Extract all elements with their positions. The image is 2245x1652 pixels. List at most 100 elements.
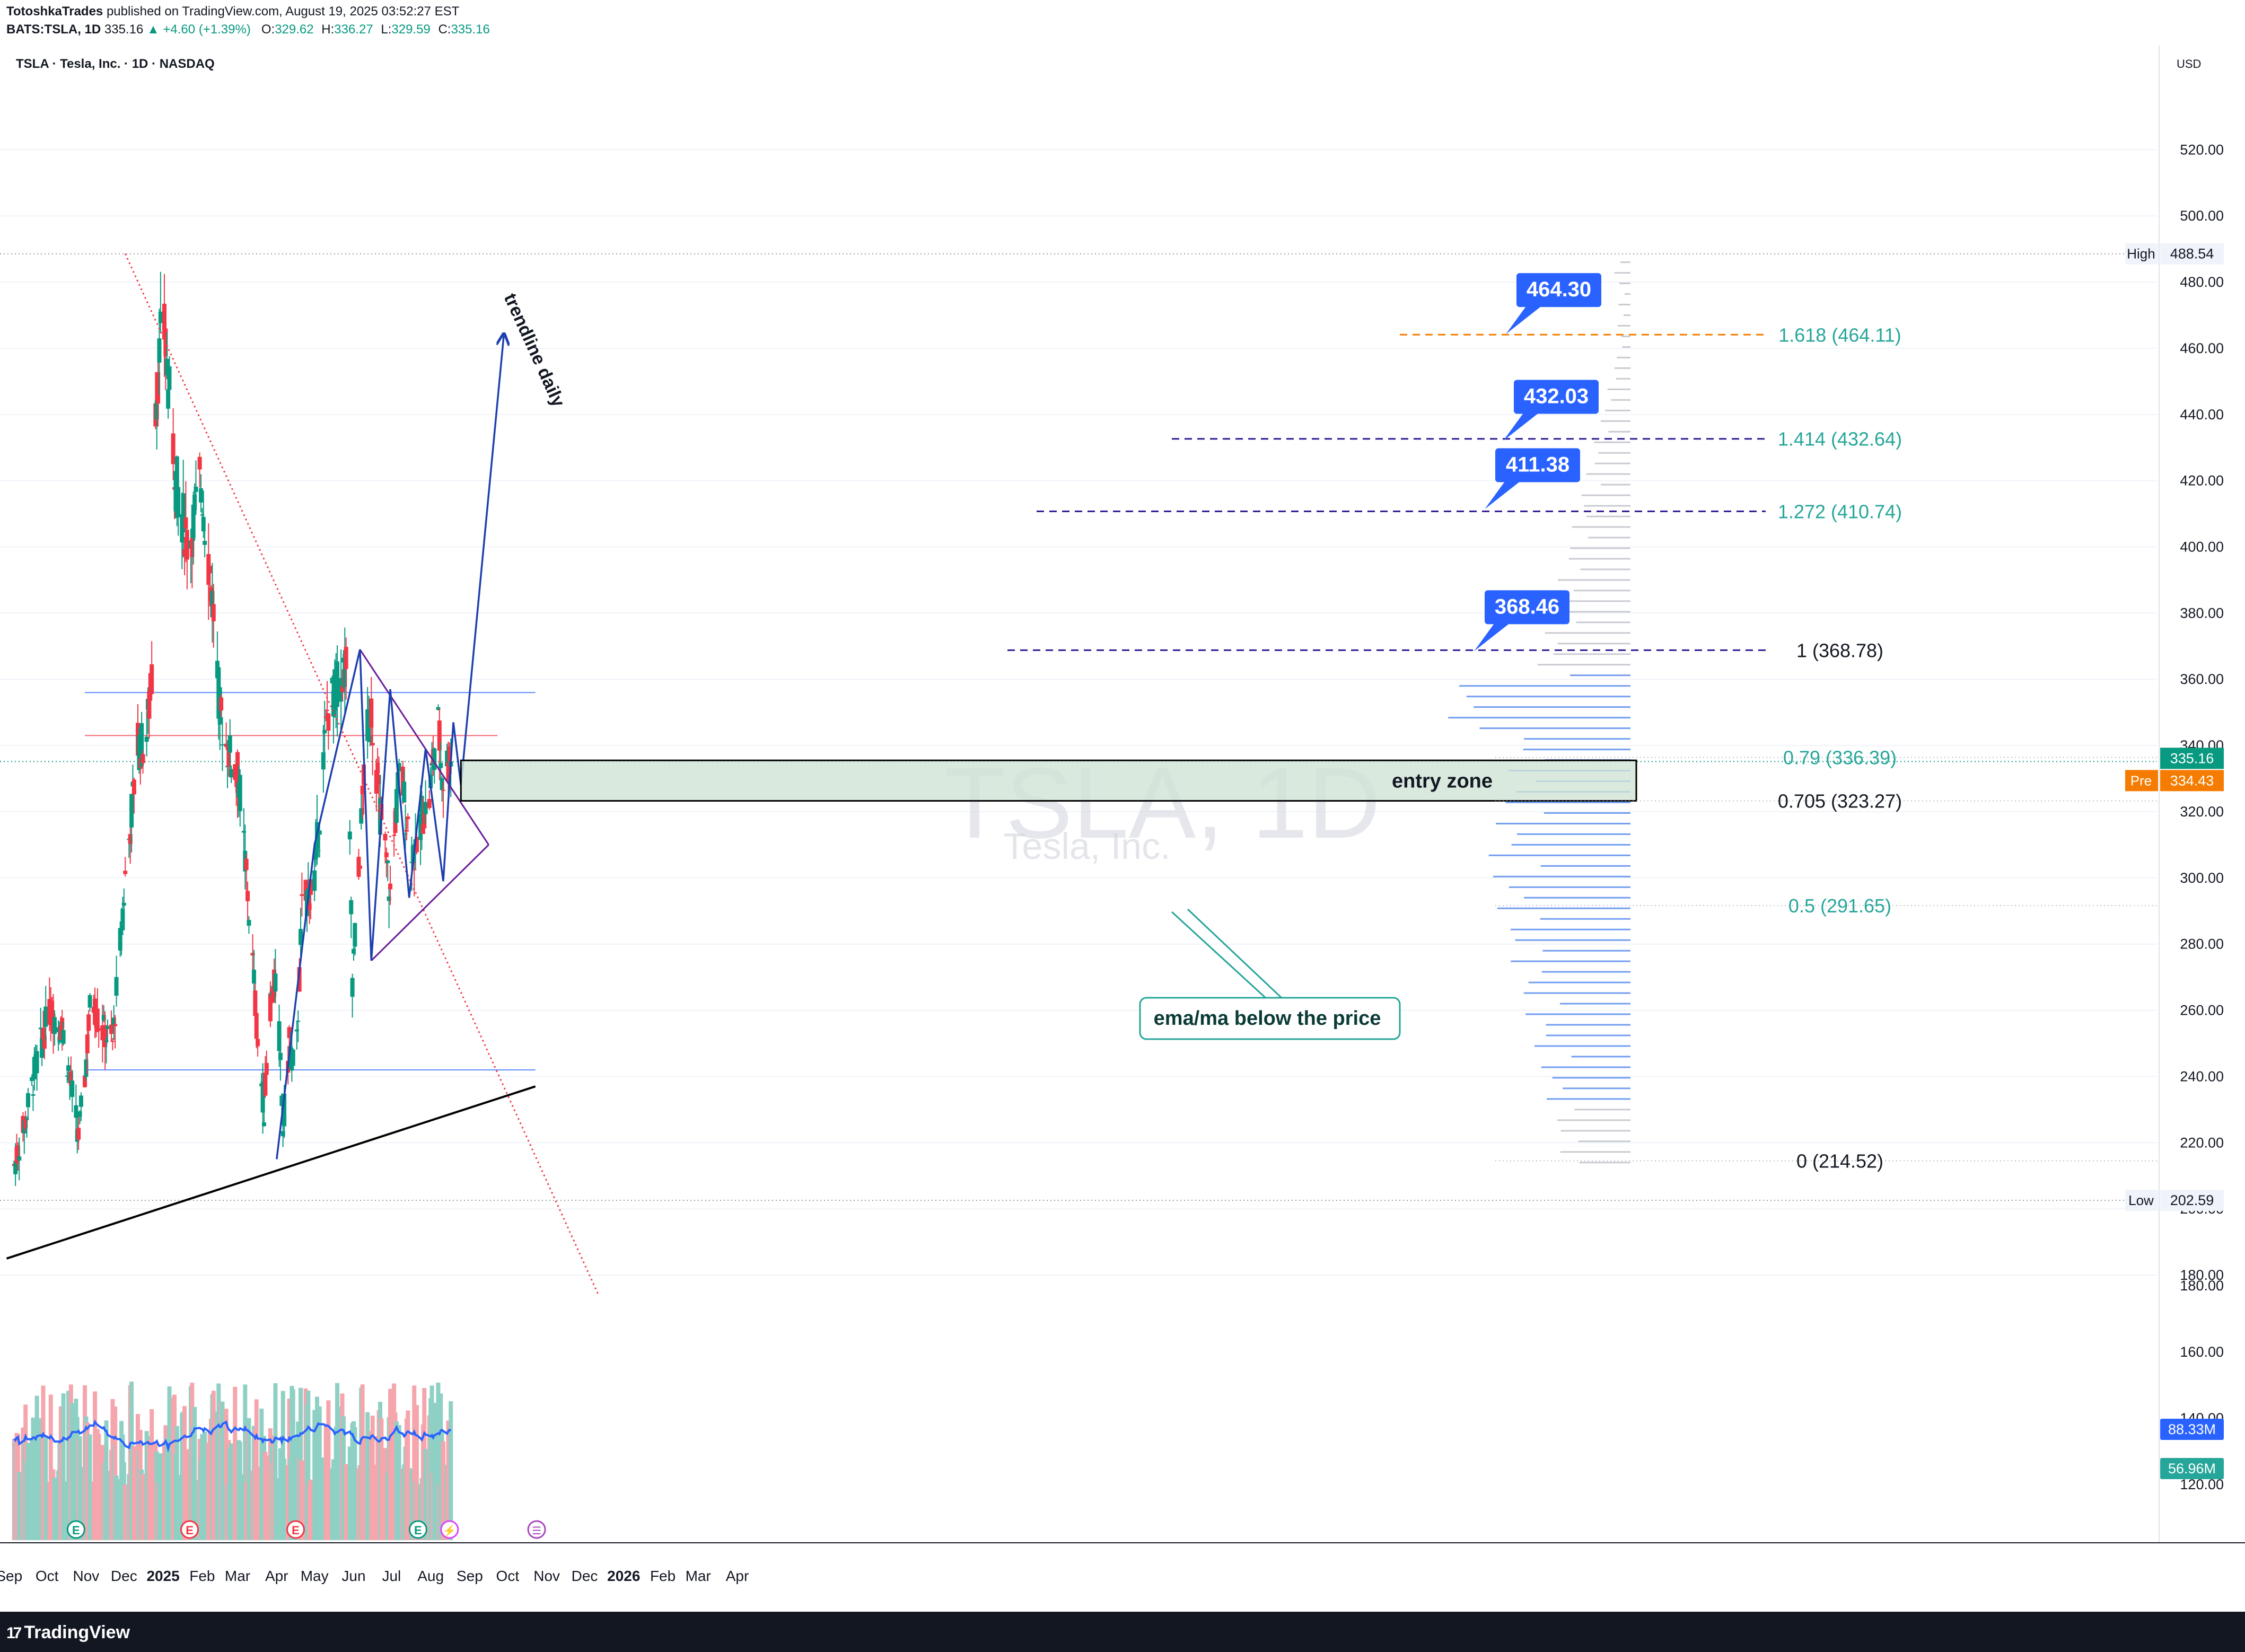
time-tick-label: Feb bbox=[189, 1568, 215, 1584]
candle-body bbox=[277, 1021, 282, 1051]
price-tick-label: 520.00 bbox=[2180, 142, 2224, 157]
entry-zone-label: entry zone bbox=[1392, 770, 1493, 792]
candle-body bbox=[229, 769, 234, 778]
candle-body bbox=[164, 358, 169, 375]
ohlc-high-label: H: bbox=[321, 22, 335, 37]
volume-bar bbox=[43, 1436, 48, 1540]
target-pointer bbox=[1503, 411, 1540, 441]
candle-body bbox=[335, 661, 340, 707]
price-tick-label: 420.00 bbox=[2180, 473, 2224, 489]
candle-body bbox=[303, 880, 308, 901]
low-tag-bg bbox=[2160, 1189, 2224, 1211]
volume-bar bbox=[211, 1391, 216, 1540]
candle-body bbox=[323, 716, 328, 718]
time-tick-label: May bbox=[301, 1568, 329, 1584]
time-tick-label: Jun bbox=[341, 1568, 365, 1584]
candle-body bbox=[123, 871, 128, 874]
volume-bar bbox=[397, 1425, 401, 1540]
earnings-marker: E bbox=[408, 1520, 427, 1539]
event-markers: E E E E ⚡ ☰ bbox=[66, 1520, 546, 1539]
candle-body bbox=[440, 778, 444, 790]
time-axis[interactable]: Sep Oct Nov Dec 2025 Feb Mar Apr May Jun Jul Aug Sep… bbox=[0, 1542, 2245, 1584]
candle-body bbox=[279, 1095, 284, 1106]
high-tag-bg bbox=[2160, 243, 2224, 265]
candle-body bbox=[263, 1073, 268, 1096]
candle-body bbox=[100, 1025, 105, 1041]
volume-bar bbox=[97, 1434, 101, 1540]
volume-bar bbox=[335, 1383, 340, 1540]
candle-body bbox=[30, 1077, 34, 1082]
tradingview-logo[interactable]: 17 TradingView bbox=[6, 1622, 130, 1643]
candle-body bbox=[414, 837, 419, 853]
fib-level-label: 0 (214.52) bbox=[1796, 1150, 1883, 1172]
candle-body bbox=[254, 1013, 259, 1039]
candle-body bbox=[227, 735, 232, 753]
volume-last-tag: 56.96M bbox=[2160, 1458, 2224, 1479]
candle-body bbox=[86, 1014, 91, 1031]
volume-ma-tag: 88.33M bbox=[2160, 1419, 2224, 1440]
chart-legend: TSLA · Tesla, Inc. · 1D · NASDAQ USD bbox=[16, 57, 2201, 71]
candle-body bbox=[439, 762, 443, 768]
volume-bar bbox=[176, 1474, 181, 1540]
volume-bar bbox=[203, 1431, 207, 1540]
ohlc-low-label: L: bbox=[381, 22, 392, 37]
candle-body bbox=[312, 870, 317, 891]
candle-body bbox=[294, 1029, 299, 1032]
volume-bar bbox=[61, 1393, 66, 1540]
volume-bar bbox=[194, 1480, 198, 1540]
candle-body bbox=[119, 934, 124, 935]
currency-label[interactable]: USD bbox=[2177, 57, 2201, 71]
candle-body bbox=[197, 456, 202, 470]
candles bbox=[12, 271, 453, 1187]
target-pointer bbox=[1485, 480, 1522, 509]
candle-body bbox=[387, 896, 391, 901]
volume-ma-line bbox=[13, 1419, 452, 1453]
author-name[interactable]: TotoshkaTrades bbox=[6, 4, 103, 19]
volume-bar bbox=[379, 1418, 384, 1540]
symbol-label[interactable]: BATS:TSLA, 1D bbox=[6, 22, 101, 37]
candle-body bbox=[420, 824, 425, 834]
candle-body bbox=[154, 400, 159, 419]
earnings-marker: E bbox=[180, 1520, 199, 1539]
time-tick-label: Nov bbox=[533, 1568, 560, 1584]
price-chart[interactable]: TSLA, 1D Tesla, Inc. trendline dailyentr… bbox=[0, 46, 2245, 1612]
candle-body bbox=[210, 591, 215, 618]
candle-body bbox=[322, 730, 327, 734]
candle-body bbox=[200, 514, 205, 516]
price-change: ▲ +4.60 (+1.39%) bbox=[146, 22, 251, 37]
candle-body bbox=[60, 1017, 65, 1029]
entry-zone-box bbox=[460, 759, 1637, 802]
horizontal-levels bbox=[0, 253, 2157, 1201]
candle-body bbox=[105, 1026, 110, 1029]
volume-bar bbox=[449, 1401, 453, 1540]
legend-title[interactable]: TSLA · Tesla, Inc. · 1D · NASDAQ bbox=[16, 57, 215, 71]
volume-bar bbox=[70, 1403, 75, 1540]
volume-bar bbox=[48, 1394, 53, 1540]
last-price-tag-bg bbox=[2160, 748, 2224, 769]
target-pointer bbox=[1506, 305, 1543, 335]
candle-body bbox=[83, 1075, 87, 1087]
volume-bar bbox=[238, 1442, 242, 1540]
candle-body bbox=[316, 850, 321, 851]
time-tick-label: Aug bbox=[417, 1568, 444, 1584]
earnings-icon-label: E bbox=[72, 1524, 80, 1537]
candle-body bbox=[287, 1027, 292, 1038]
price-axis[interactable]: 180.00200.00220.00240.00260.00280.00300.… bbox=[2125, 46, 2224, 1543]
time-tick-label: Jul bbox=[382, 1568, 401, 1584]
candle-body bbox=[353, 923, 357, 947]
volume-bar bbox=[423, 1448, 428, 1540]
candle-body bbox=[402, 781, 407, 803]
candle-body bbox=[300, 894, 304, 896]
event-icon bbox=[527, 1520, 546, 1539]
candle-body bbox=[385, 860, 390, 864]
candle-body bbox=[23, 1118, 28, 1129]
time-tick-label: Dec bbox=[111, 1568, 137, 1584]
callout-box bbox=[1139, 997, 1401, 1040]
volume-bar bbox=[412, 1385, 417, 1540]
candle-body bbox=[158, 311, 163, 323]
candle-body bbox=[110, 1041, 115, 1042]
candle-body bbox=[400, 767, 405, 796]
fib-level-label: 1 (368.78) bbox=[1796, 639, 1883, 661]
candle-body bbox=[375, 762, 380, 774]
volume-bar bbox=[370, 1416, 375, 1540]
